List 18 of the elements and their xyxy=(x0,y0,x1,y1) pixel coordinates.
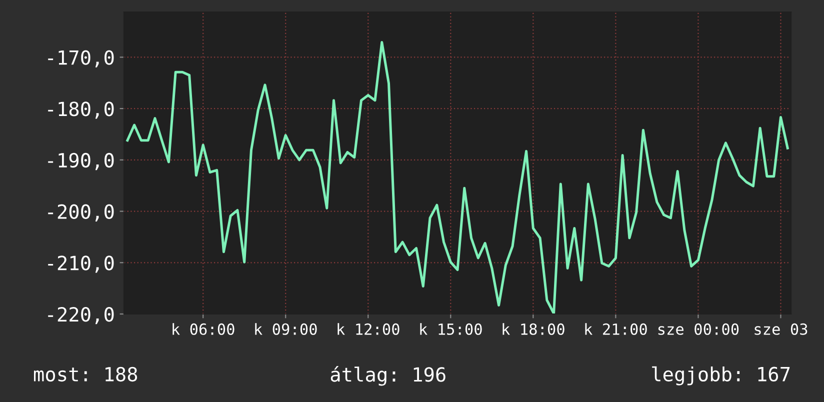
x-tick-label: k 09:00 xyxy=(255,323,317,335)
x-tick-label: k 12:00 xyxy=(338,323,400,335)
x-tick-label: k 21:00 xyxy=(585,323,647,335)
y-tick-label: -180,0 xyxy=(48,102,114,119)
text: legjobb: 167 xyxy=(652,366,790,386)
y-tick-label: -190,0 xyxy=(48,152,114,170)
y-tick-label: -220,0 xyxy=(48,307,114,324)
x-tick-label: k 06:00 xyxy=(172,323,234,335)
line-series xyxy=(126,41,789,314)
y-tick-label: -200,0 xyxy=(48,204,114,222)
x-tick-label: sze 00:00 xyxy=(658,323,739,335)
x-tick-label: sze 03 xyxy=(754,323,808,335)
text: átlag: 196 xyxy=(330,366,446,386)
y-tick-label: -170,0 xyxy=(48,50,114,68)
text: most: 188 xyxy=(34,366,138,382)
y-tick-label: -210,0 xyxy=(48,256,114,273)
x-tick-label: k 15:00 xyxy=(420,323,482,335)
x-tick-label: k 18:00 xyxy=(502,323,564,335)
